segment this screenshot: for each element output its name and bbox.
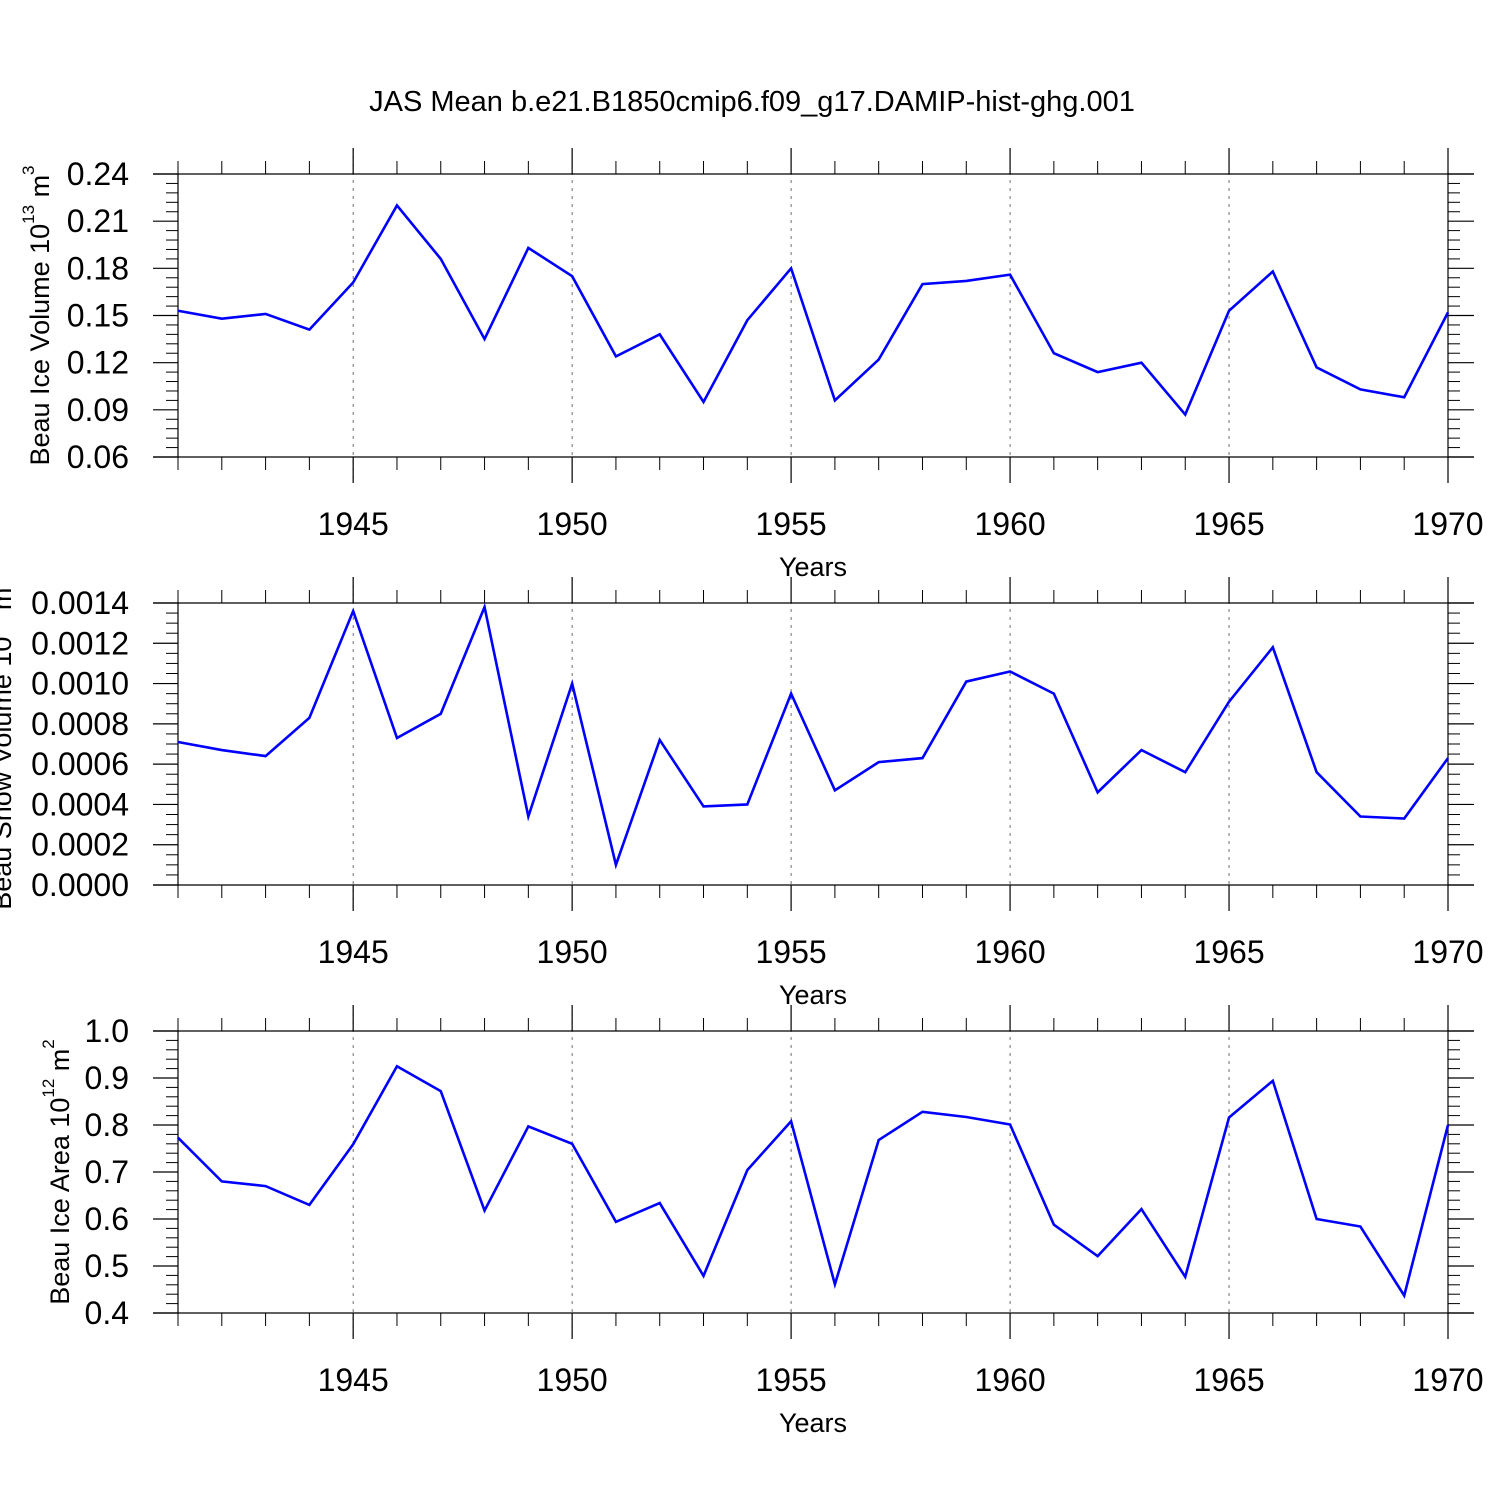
- x-tick-label: 1945: [318, 506, 389, 542]
- x-axis-label: Years: [779, 1408, 847, 1438]
- y-axis-label: Beau Ice Volume 1013 m3: [19, 165, 55, 465]
- x-tick-label: 1965: [1193, 506, 1264, 542]
- y-axis-label-text: Beau Ice Area 10: [45, 1098, 75, 1305]
- chart-panels: 0.06 0.09 0.12 0.15 0.18 0.21 0.24 1945 1950 1955…: [0, 148, 1484, 1438]
- y-axis-label-superscript: 13: [19, 205, 38, 224]
- y-axis-label: Beau Snow Volume 1013 m3: [0, 578, 17, 910]
- series-line: [177, 602, 1450, 870]
- x-axis-label: Years: [779, 980, 847, 1010]
- y-axis-label-text: m: [45, 1049, 75, 1079]
- x-tick-label: 1970: [1412, 506, 1483, 542]
- series-line: [177, 1064, 1450, 1299]
- y-tick-label: 0.0008: [31, 706, 129, 742]
- y-tick-label: 0.0006: [31, 746, 129, 782]
- x-tick-label: 1950: [537, 1362, 608, 1398]
- x-tick-label: 1945: [318, 1362, 389, 1398]
- y-tick-label: 0.18: [67, 250, 129, 286]
- x-tick-label: 1955: [756, 1362, 827, 1398]
- y-tick-label: 0.5: [85, 1248, 129, 1284]
- y-tick-label: 0.0010: [31, 666, 129, 702]
- x-tick-label: 1960: [974, 506, 1045, 542]
- y-axis-label-superscript: 12: [39, 1079, 58, 1098]
- y-axis-label: Beau Ice Area 1012 m2: [39, 1039, 75, 1305]
- x-tick-label: 1945: [318, 934, 389, 970]
- y-tick-label: 0.7: [85, 1154, 129, 1190]
- x-tick-label: 1950: [537, 934, 608, 970]
- y-axis-label-superscript: 3: [19, 165, 38, 174]
- chart-panel-2: 0.0000 0.0002 0.0004 0.0006 0.0008 0.0010 0.00…: [0, 577, 1484, 1010]
- y-tick-label: 0.21: [67, 203, 129, 239]
- y-tick-label: 0.0000: [31, 867, 129, 903]
- y-tick-label: 0.06: [67, 439, 129, 475]
- y-tick-label: 0.9: [85, 1060, 129, 1096]
- series-line: [177, 203, 1450, 418]
- y-axis-label-text: m: [0, 588, 17, 618]
- x-tick-label: 1950: [537, 506, 608, 542]
- y-tick-label: 0.0004: [31, 786, 129, 822]
- y-tick-label: 0.0002: [31, 827, 129, 863]
- x-axis-label: Years: [779, 552, 847, 582]
- x-tick-label: 1970: [1412, 934, 1483, 970]
- y-tick-label: 0.0012: [31, 625, 129, 661]
- y-axis-label-superscript: 2: [39, 1039, 58, 1048]
- y-axis-label-text: m: [25, 175, 55, 205]
- y-tick-label: 0.0014: [31, 585, 129, 621]
- x-tick-label: 1955: [756, 506, 827, 542]
- y-tick-label: 0.4: [85, 1295, 129, 1331]
- y-tick-label: 0.09: [67, 392, 129, 428]
- x-tick-label: 1965: [1193, 934, 1264, 970]
- y-tick-label: 0.24: [67, 156, 129, 192]
- chart-panel-1: 0.06 0.09 0.12 0.15 0.18 0.21 0.24 1945 1950 1955…: [19, 148, 1484, 582]
- chart-title: JAS Mean b.e21.B1850cmip6.f09_g17.DAMIP-…: [369, 86, 1135, 118]
- y-tick-label: 0.8: [85, 1107, 129, 1143]
- y-axis-label-text: Beau Snow Volume 10: [0, 637, 17, 910]
- y-tick-label: 0.15: [67, 298, 129, 334]
- x-tick-label: 1970: [1412, 1362, 1483, 1398]
- y-tick-label: 1.0: [85, 1013, 129, 1049]
- x-tick-label: 1960: [974, 934, 1045, 970]
- y-tick-label: 0.6: [85, 1201, 129, 1237]
- x-tick-label: 1955: [756, 934, 827, 970]
- x-tick-label: 1960: [974, 1362, 1045, 1398]
- chart-panel-3: 0.4 0.5 0.6 0.7 0.8 0.9 1.0 1945 1950 1955 1960 196…: [39, 1005, 1484, 1438]
- y-axis-label-text: Beau Ice Volume 10: [25, 224, 55, 466]
- y-tick-label: 0.12: [67, 345, 129, 381]
- x-tick-label: 1965: [1193, 1362, 1264, 1398]
